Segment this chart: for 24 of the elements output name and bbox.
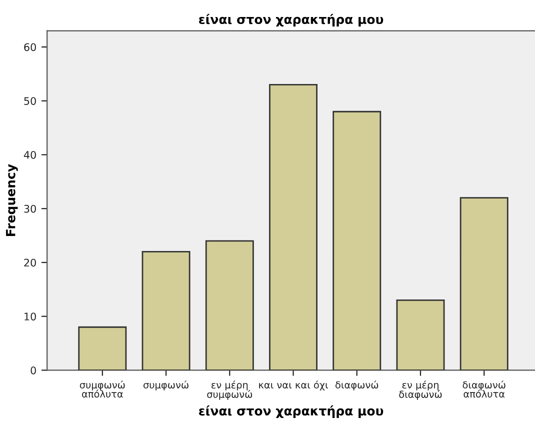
x-tick-label: διαφωνώ bbox=[336, 380, 378, 390]
x-tick-label: και ναι και όχι bbox=[259, 380, 328, 390]
bar bbox=[460, 197, 508, 370]
x-tick-label: εν μέρη διαφωνώ bbox=[399, 380, 442, 400]
y-tick-label: 30 bbox=[24, 204, 36, 213]
x-axis-title: είναι στον χαρακτήρα μου bbox=[199, 405, 384, 418]
x-tick-label: συμφωνώ bbox=[144, 380, 188, 390]
bar bbox=[205, 240, 254, 370]
bar bbox=[269, 84, 318, 370]
x-tick-label: διαφωνώ απόλυτα bbox=[462, 380, 506, 398]
bar bbox=[332, 110, 382, 370]
y-tick-label: 40 bbox=[24, 150, 36, 159]
bar bbox=[396, 299, 445, 370]
y-axis-title: Frequency bbox=[6, 164, 18, 236]
y-tick-label: 20 bbox=[24, 258, 36, 267]
y-tick-label: 60 bbox=[24, 43, 36, 52]
x-tick-label: συμφωνώ απόλυτα bbox=[80, 380, 125, 398]
x-tick-label: εν μέρη συμφωνώ bbox=[207, 380, 252, 400]
bar bbox=[142, 251, 190, 370]
y-tick-label: 0 bbox=[30, 366, 36, 374]
y-tick-label: 10 bbox=[24, 312, 36, 320]
bar bbox=[78, 326, 127, 370]
chart-title: είναι στον χαρακτήρα μου bbox=[199, 14, 384, 26]
y-tick-label: 50 bbox=[24, 97, 36, 105]
